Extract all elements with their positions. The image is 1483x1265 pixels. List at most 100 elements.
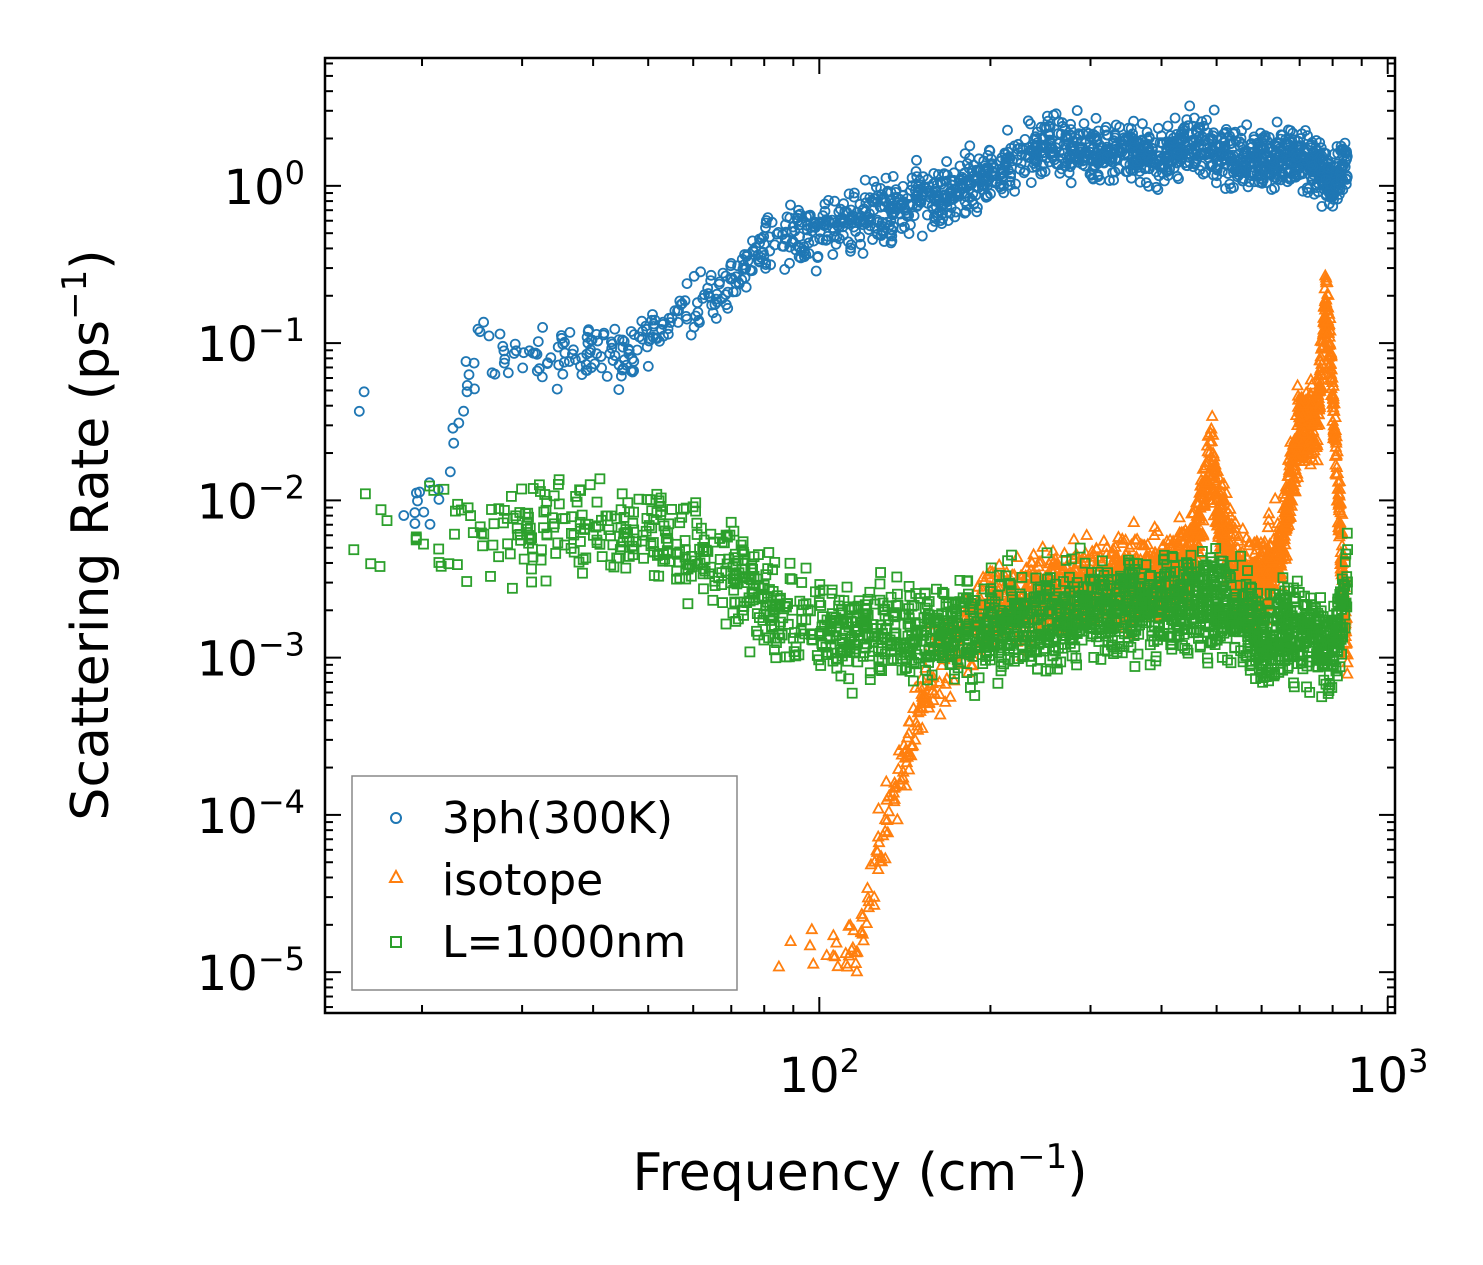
data-point	[901, 747, 916, 760]
data-point	[881, 825, 895, 838]
data-point	[412, 495, 423, 507]
data-point	[1291, 152, 1303, 164]
data-point	[461, 576, 473, 587]
data-point	[1048, 551, 1062, 564]
data-point	[781, 211, 793, 223]
data-point	[1151, 524, 1165, 536]
data-point	[1138, 538, 1152, 551]
data-point	[867, 889, 881, 902]
data-point	[1080, 528, 1094, 540]
data-point	[1158, 150, 1170, 162]
data-point	[908, 732, 922, 745]
data-point	[1283, 444, 1298, 457]
data-point	[760, 262, 771, 274]
data-point	[1104, 175, 1115, 186]
data-point	[487, 539, 499, 551]
data-point	[832, 220, 844, 232]
data-point	[730, 277, 742, 289]
data-point	[1322, 162, 1334, 174]
data-point	[1324, 366, 1338, 379]
data-point	[865, 215, 877, 227]
data-point	[499, 353, 511, 365]
data-point	[1257, 538, 1271, 550]
data-point	[1282, 582, 1293, 594]
data-point	[1087, 143, 1099, 155]
data-point	[1251, 168, 1263, 180]
data-point	[583, 324, 594, 336]
data-point	[449, 528, 460, 540]
data-point	[1182, 120, 1194, 132]
data-point	[1146, 153, 1158, 164]
data-point	[1194, 509, 1208, 522]
data-point	[695, 266, 706, 278]
data-point	[1334, 564, 1348, 577]
data-point	[577, 567, 588, 579]
data-point	[908, 210, 920, 222]
data-point	[744, 646, 756, 658]
data-point	[353, 405, 365, 417]
data-point	[1257, 562, 1271, 575]
data-point	[856, 926, 870, 939]
data-point	[915, 671, 929, 683]
data-point	[905, 738, 919, 750]
data-point	[486, 504, 497, 515]
data-point	[1326, 378, 1340, 391]
data-point	[717, 267, 729, 279]
data-point	[976, 570, 990, 582]
data-point	[1087, 172, 1098, 184]
data-point	[902, 714, 916, 727]
data-point	[1317, 315, 1331, 327]
data-point	[532, 336, 544, 348]
data-point	[1108, 552, 1122, 565]
data-point	[1283, 139, 1295, 151]
data-point	[1202, 127, 1214, 139]
data-point	[1169, 532, 1183, 544]
data-point	[1061, 133, 1073, 145]
data-point	[1319, 270, 1333, 283]
data-point	[1211, 483, 1225, 496]
data-point	[686, 570, 697, 582]
data-point	[887, 785, 901, 798]
data-point	[1197, 168, 1209, 180]
data-point	[932, 210, 943, 222]
data-point	[609, 323, 621, 335]
data-point	[1137, 118, 1148, 130]
data-point	[1318, 281, 1332, 294]
data-point	[1239, 147, 1251, 159]
data-point	[657, 316, 669, 328]
data-point	[1111, 530, 1126, 542]
data-point	[857, 204, 868, 216]
data-point	[1091, 133, 1103, 145]
data-point	[985, 188, 996, 200]
data-point	[1047, 565, 1061, 577]
data-point	[847, 923, 861, 936]
data-point	[465, 510, 477, 522]
data-point	[688, 270, 700, 282]
data-point	[1232, 171, 1243, 183]
data-point	[1258, 534, 1272, 547]
data-point	[793, 204, 804, 216]
data-point	[679, 295, 691, 307]
data-point	[1210, 163, 1222, 175]
data-point	[1195, 142, 1207, 154]
data-point	[827, 222, 839, 234]
data-point	[760, 217, 772, 229]
data-point	[1268, 491, 1282, 504]
data-point	[1232, 529, 1246, 541]
data-point	[504, 548, 516, 560]
data-point	[448, 437, 460, 449]
data-point	[826, 928, 840, 941]
data-point	[874, 578, 886, 590]
data-point	[1115, 536, 1129, 548]
data-point	[1329, 449, 1343, 461]
data-point	[1016, 572, 1028, 583]
data-point	[526, 563, 537, 575]
data-point	[1065, 177, 1077, 189]
data-point	[613, 384, 625, 396]
data-point	[653, 495, 665, 507]
data-point	[1156, 137, 1168, 149]
data-point	[911, 722, 925, 735]
data-point	[576, 369, 588, 381]
data-point	[502, 367, 514, 379]
